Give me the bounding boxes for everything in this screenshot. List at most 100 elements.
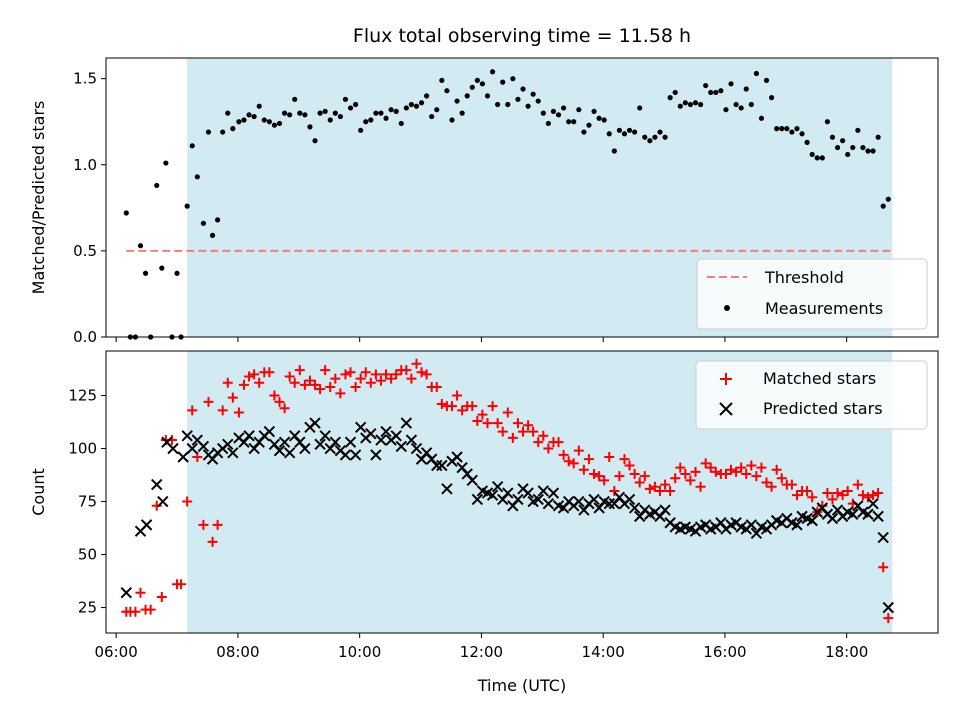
predicted-star-point bbox=[227, 447, 239, 459]
measurement-point bbox=[855, 127, 861, 133]
measurement-point bbox=[799, 131, 805, 137]
measurement-point bbox=[484, 93, 491, 99]
matched-star-point bbox=[217, 405, 228, 416]
measurement-point bbox=[616, 127, 623, 133]
matched-star-point bbox=[274, 396, 285, 407]
measurement-point bbox=[200, 220, 207, 226]
matched-star-point bbox=[182, 496, 193, 507]
measurement-point bbox=[302, 112, 308, 118]
x-tick-label: 12:00 bbox=[460, 643, 503, 661]
matched-star-point bbox=[203, 396, 214, 407]
measurement-point bbox=[576, 107, 582, 113]
matched-star-point bbox=[837, 490, 848, 501]
matched-star-point bbox=[583, 454, 594, 465]
measurement-point bbox=[368, 117, 374, 123]
predicted-star-point bbox=[395, 440, 407, 453]
measurement-point bbox=[194, 174, 200, 180]
predicted-star-point bbox=[167, 442, 179, 455]
measurement-point bbox=[246, 112, 252, 118]
measurement-point bbox=[682, 100, 688, 106]
matched-star-point bbox=[340, 369, 351, 380]
matched-star-point bbox=[558, 449, 569, 460]
matched-star-point bbox=[594, 471, 605, 482]
measurement-point bbox=[819, 155, 825, 161]
predicted-star-point bbox=[278, 436, 291, 448]
matched-star-point bbox=[726, 464, 737, 475]
measurement-point bbox=[662, 134, 668, 140]
matched-star-point bbox=[543, 443, 554, 454]
x-tick-label: 10:00 bbox=[338, 643, 381, 661]
measurement-point bbox=[500, 79, 506, 85]
matched-star-point bbox=[335, 388, 346, 399]
measurement-point bbox=[459, 110, 465, 116]
matched-star-point bbox=[649, 481, 660, 492]
predicted-star-point bbox=[243, 430, 255, 442]
matched-star-point bbox=[222, 377, 233, 388]
y-tick-label: 0.0 bbox=[73, 328, 97, 346]
x-tick-label: 06:00 bbox=[95, 643, 138, 661]
matched-star-point bbox=[304, 375, 315, 386]
matched-star-point bbox=[416, 367, 427, 378]
measurement-point bbox=[353, 101, 359, 108]
matched-star-point bbox=[660, 479, 671, 490]
matched-star-point bbox=[289, 377, 300, 388]
measurement-point bbox=[794, 126, 800, 132]
matched-star-point bbox=[477, 409, 488, 420]
matched-star-point bbox=[644, 483, 655, 494]
measurement-point bbox=[652, 134, 658, 140]
matched-star-point bbox=[761, 477, 772, 488]
matched-star-point bbox=[482, 418, 493, 429]
matched-star-point bbox=[538, 430, 549, 441]
measurement-point bbox=[845, 151, 851, 158]
measurement-point bbox=[789, 129, 795, 135]
predicted-star-point bbox=[522, 487, 534, 499]
matched-star-point bbox=[629, 468, 640, 479]
matched-star-point bbox=[244, 371, 255, 382]
measurement-point bbox=[292, 96, 298, 102]
matched-star-point bbox=[360, 367, 371, 378]
measurement-point bbox=[287, 112, 293, 118]
matched-star-point bbox=[680, 468, 691, 479]
measurement-point bbox=[378, 110, 384, 116]
measurement-point bbox=[479, 81, 486, 87]
matched-star-point bbox=[294, 365, 305, 376]
x-tick-label: 16:00 bbox=[703, 643, 746, 661]
matched-star-point bbox=[370, 369, 381, 380]
matched-star-point bbox=[176, 579, 187, 590]
measurement-point bbox=[692, 100, 699, 106]
measurement-point bbox=[860, 144, 866, 151]
matched-star-point bbox=[391, 369, 402, 380]
matched-star-point bbox=[609, 485, 620, 496]
predicted-star-point bbox=[177, 451, 189, 463]
measurement-point bbox=[434, 107, 440, 113]
matched-star-point bbox=[533, 437, 544, 448]
measurement-point bbox=[418, 100, 425, 106]
predicted-star-point bbox=[354, 421, 367, 434]
matched-star-point bbox=[207, 536, 218, 547]
measurement-point bbox=[840, 138, 846, 144]
measurement-point bbox=[439, 77, 445, 83]
matched-star-point bbox=[145, 604, 156, 615]
predicted-star-point bbox=[867, 497, 879, 510]
predicted-star-point bbox=[745, 519, 758, 531]
legend-matched-swatch bbox=[720, 373, 732, 385]
measurement-point bbox=[383, 115, 389, 121]
measurement-point bbox=[555, 112, 562, 118]
measurement-point bbox=[322, 108, 328, 114]
measurement-point bbox=[327, 117, 333, 123]
bottom-axes: 25 50 75 100 125 06:00 08:00 10:00 12:00 14:00 16:… bbox=[29, 350, 939, 695]
measurement-point bbox=[677, 103, 683, 109]
matched-star-point bbox=[710, 466, 721, 477]
measurement-point bbox=[637, 105, 643, 111]
measurement-point bbox=[632, 129, 638, 135]
measurement-point bbox=[566, 119, 572, 125]
measurement-point bbox=[581, 129, 587, 135]
predicted-star-point bbox=[441, 483, 453, 495]
measurement-point bbox=[748, 101, 754, 108]
matched-star-point bbox=[299, 379, 310, 390]
matched-star-point bbox=[135, 587, 146, 598]
measurement-point bbox=[687, 101, 694, 108]
y-tick-label: 50 bbox=[78, 546, 97, 564]
matched-star-point bbox=[862, 492, 873, 503]
